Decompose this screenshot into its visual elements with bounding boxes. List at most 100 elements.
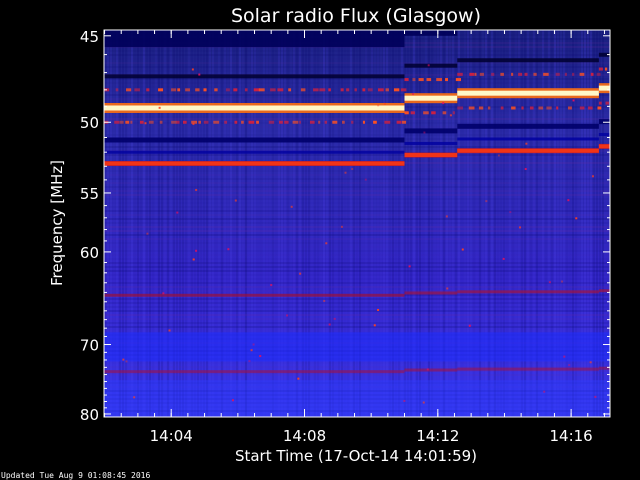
noise-speckle <box>286 314 289 317</box>
noise-speckle <box>524 168 527 171</box>
emission-fleck <box>445 78 448 82</box>
dark-band <box>404 141 458 145</box>
noise-speckle <box>485 200 488 203</box>
dark-top-stripe <box>404 63 458 68</box>
noise-speckle <box>122 358 125 361</box>
emission-fleck <box>346 88 350 92</box>
x-axis: 14:04 14:08 14:12 14:16 <box>104 30 605 445</box>
x-axis-label: Start Time (17-Oct-14 14:01:59) <box>235 447 477 465</box>
emission-fleck <box>198 120 201 124</box>
emission-fleck <box>564 72 567 76</box>
y-tick-label: 45 <box>80 28 99 46</box>
emission-line <box>457 148 599 153</box>
emission-fleck <box>279 120 283 124</box>
noise-speckle <box>234 199 237 202</box>
emission-fleck <box>309 120 315 124</box>
emission-fleck <box>340 88 344 92</box>
emission-fleck <box>328 88 331 92</box>
noise-speckle <box>509 211 512 214</box>
noise-speckle <box>351 168 354 171</box>
emission-line <box>598 289 610 293</box>
emission-line <box>404 95 458 101</box>
emission-fleck <box>241 120 244 124</box>
emission-fleck <box>115 88 119 92</box>
x-tick-label: 14:08 <box>283 427 326 445</box>
emission-fleck <box>402 120 407 124</box>
noise-speckle <box>572 99 575 102</box>
noise-speckle <box>195 188 198 191</box>
noise-speckle <box>403 399 406 402</box>
noise-speckle <box>270 284 273 287</box>
emission-line <box>457 290 599 294</box>
noise-speckle <box>423 131 426 134</box>
emission-fleck <box>457 72 463 76</box>
emission-fleck <box>478 106 484 110</box>
spectrogram-speckles <box>122 64 597 404</box>
emission-line <box>104 161 405 166</box>
noise-speckle <box>519 226 522 229</box>
emission-fleck <box>590 72 594 76</box>
noise-speckle <box>325 242 328 245</box>
emission-fleck <box>300 88 306 92</box>
emission-fleck <box>130 120 133 124</box>
emission-fleck <box>487 106 491 110</box>
emission-fleck <box>605 101 610 105</box>
noise-speckle <box>568 364 571 367</box>
noise-speckle <box>442 102 445 105</box>
noise-speckle <box>468 324 471 327</box>
emission-fleck <box>191 120 198 124</box>
emission-fleck <box>288 88 292 92</box>
noise-speckle <box>373 324 376 327</box>
emission-fleck <box>177 88 181 92</box>
y-axis: 45 50 55 60 70 80 <box>80 28 610 424</box>
emission-fleck <box>604 67 608 71</box>
emission-fleck <box>244 88 248 92</box>
dark-band <box>598 119 610 125</box>
emission-fleck <box>225 88 230 92</box>
emission-fleck <box>203 120 209 124</box>
noise-speckle <box>344 171 347 174</box>
dark-band <box>104 150 405 154</box>
noise-speckle <box>575 217 578 220</box>
emission-line <box>598 366 610 370</box>
emission-fleck <box>114 120 120 124</box>
emission-fleck <box>185 88 190 92</box>
emission-fleck <box>203 88 207 92</box>
emission-line <box>404 153 458 158</box>
dark-top-region <box>104 30 405 48</box>
emission-line <box>598 144 610 149</box>
noise-speckle <box>323 299 326 302</box>
emission-fleck <box>533 72 537 76</box>
noise-speckle <box>543 390 546 393</box>
noise-speckle <box>426 368 429 371</box>
noise-speckle <box>548 281 551 284</box>
emission-fleck <box>176 120 180 124</box>
emission-fleck <box>423 111 429 115</box>
noise-speckle <box>333 317 336 320</box>
emission-fleck <box>491 72 495 76</box>
dark-band <box>404 128 458 134</box>
emission-fleck <box>146 88 150 92</box>
y-axis-label: Frequency [MHz] <box>48 160 66 286</box>
noise-speckle <box>364 178 367 181</box>
emission-fleck <box>452 111 455 115</box>
y-tick-label: 50 <box>80 114 99 132</box>
emission-fleck <box>332 120 338 124</box>
emission-fleck <box>292 120 299 124</box>
noise-speckle <box>383 102 386 105</box>
noise-speckle <box>168 329 171 332</box>
emission-fleck <box>598 101 602 105</box>
emission-fleck <box>377 88 384 92</box>
dark-band <box>598 132 610 136</box>
noise-speckle <box>191 68 194 71</box>
emission-fleck <box>139 120 144 124</box>
emission-fleck <box>384 120 391 124</box>
emission-fleck <box>126 88 132 92</box>
noise-speckle <box>297 377 300 380</box>
emission-fleck <box>529 106 534 110</box>
emission-fleck <box>268 120 275 124</box>
emission-fleck <box>400 88 407 92</box>
emission-fleck <box>500 106 504 110</box>
emission-fleck <box>362 88 366 92</box>
